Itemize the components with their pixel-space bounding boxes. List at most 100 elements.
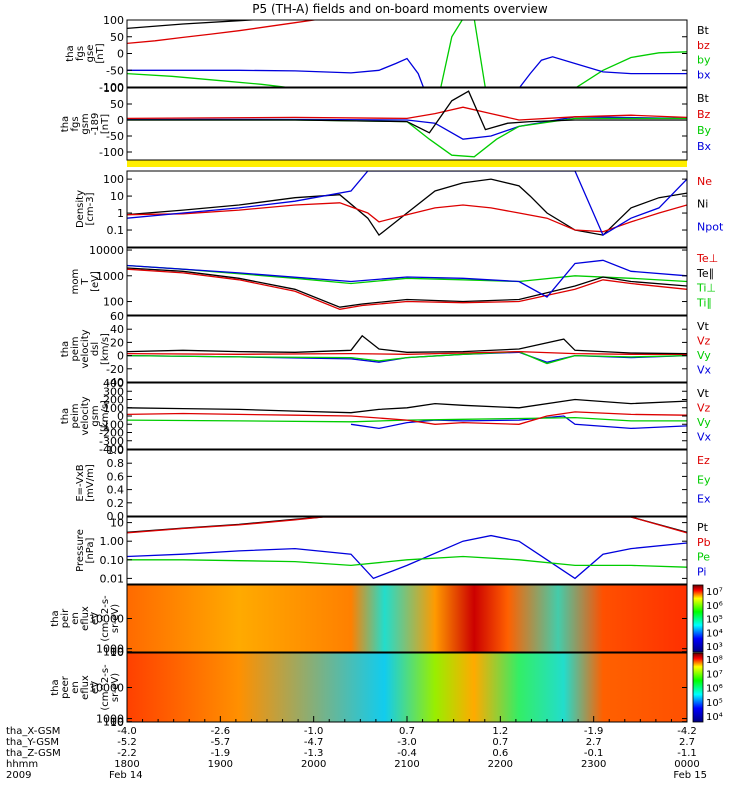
y-tick-label: 10 [110,646,124,659]
y-axis-label: en [70,681,81,694]
y-axis-label: gse [85,45,96,63]
colorbar-tick-label: 10⁷ [706,587,723,598]
plot-title: P5 (TH-A) fields and on-board moments ov… [252,2,548,16]
series-line-Vy [127,416,687,423]
time-axis-value: 0000 [674,759,699,770]
series-line-by [127,20,687,87]
panel-frame [126,170,688,248]
series-line-Pe [127,555,687,568]
time-axis-value: Feb 14 [109,770,143,781]
y-tick-label: 100 [103,173,124,186]
y-axis-label: peim [70,403,81,428]
panel-efield: 1.00.80.60.40.20.0 E=-VxB [mV/m] Ez Ey Ex [75,444,711,523]
time-axis-value: -0.4 [397,748,417,759]
y-axis-label: tha [60,116,71,132]
legend-entry: Vt [697,320,710,333]
y-axis-label: [nT] [95,43,106,63]
time-axis-value: 1900 [208,759,233,770]
y-tick-label: 100 [103,646,124,659]
time-row-label: 2009 [6,770,31,781]
y-axis-label: eV [90,612,101,625]
time-row-label: tha_Y-GSM [6,737,59,748]
colorbar [692,584,704,653]
panel-mom_temp: 10000 1000 100 mom T [eV] Te⊥ Te∥ Ti⊥Ti∥ [70,244,718,316]
series-line-Ne [127,202,687,233]
legend-entry: Pt [697,521,709,534]
legend-entry: Vx [697,431,712,444]
y-tick-label: -100 [99,146,124,159]
colorbar-tick-label: 10⁶ [706,684,723,695]
y-axis-label: peer [60,675,71,699]
y-tick-label: 10 [110,190,124,203]
time-axis-value: 2.7 [679,737,695,748]
y-tick-label: 400 [103,377,124,390]
y-tick-label: 1000 [96,270,124,283]
y-axis-label: -189 [90,113,101,136]
series-line-By [127,117,687,158]
colorbar-tick-label: 10⁸ [706,655,723,666]
y-tick-label: 0 [117,114,124,127]
y-axis-label: sr-eV) [110,604,121,633]
time-axis-value: -4.0 [117,726,137,737]
y-tick-label: 0 [117,48,124,61]
panel-frame [126,315,688,383]
series-line-Bx [127,116,687,140]
panel-density: 100 10 1 0.1 Density [cm-3] Ne Ni Npot [75,170,724,248]
legend-entry: Ni [697,198,708,211]
y-tick-label: 200 [103,394,124,407]
y-tick-label: -300 [99,435,124,448]
colorbar-tick-label: 10³ [706,642,723,653]
y-axis-label: [cm-3] [85,192,96,225]
colorbar-tick-label: 10⁵ [706,615,723,626]
series-line-Vy [127,350,687,365]
y-tick-label: 20 [110,336,124,349]
panel-frame [126,247,688,316]
colorbar-tick-label: 10⁷ [706,669,723,680]
y-tick-label: -40 [106,376,124,389]
time-axis-value: 1800 [114,759,139,770]
y-tick-label: 50 [110,98,124,111]
y-axis-label: gsm [90,405,101,426]
time-axis-value: -2.6 [211,726,231,737]
y-tick-label: 1000 [96,713,124,726]
y-axis-label: (cm^2-s- [100,664,111,711]
legend-entry: Ex [697,493,711,506]
y-tick-label: 300 [103,385,124,398]
time-axis-value: -3.0 [397,737,417,748]
series-line-Te⊥ [127,268,687,310]
y-axis-label: velocity [80,396,91,435]
legend-entry: Npot [697,220,724,233]
y-tick-label: 0 [117,350,124,363]
y-tick-label: 0.1 [107,224,125,237]
time-axis-value: Feb 15 [673,770,707,781]
y-axis-label: tha [65,45,76,61]
time-axis-value: 0.7 [399,726,415,737]
colorbar-tick-label: 10⁵ [706,698,723,709]
y-tick-label: 10000 [89,682,124,695]
series-line-Vt [127,398,687,414]
legend-entry: bz [697,39,710,52]
time-axis-value: -1.3 [304,748,324,759]
y-axis-label: fgs [75,46,86,61]
legend-entry: By [697,124,712,137]
time-axis-value: -5.7 [211,737,231,748]
legend-entry: Te⊥ [696,252,718,265]
y-tick-label: -50 [106,64,124,77]
colorbar-tick-label: 10⁶ [706,601,723,612]
series-line-bx [127,56,687,87]
panel-frame [126,87,688,161]
panel-fgs_gsm: 100 50 0 -50 -100 tha fgs gsm -189 [nT] Bt Bz By Bx [60,82,712,161]
y-axis-label: Pressure [75,529,86,572]
y-tick-label: 100 [103,14,124,27]
colorbar [692,652,704,723]
y-tick-label: 100 [103,716,124,729]
spectrogram-image [127,585,687,652]
legend-entry: Bx [697,140,712,153]
y-axis-label: [km/s] [100,333,111,365]
y-tick-label: 60 [110,310,124,323]
y-axis-label: [km/s] [100,400,111,432]
series-line-Ti∥ [127,259,687,298]
